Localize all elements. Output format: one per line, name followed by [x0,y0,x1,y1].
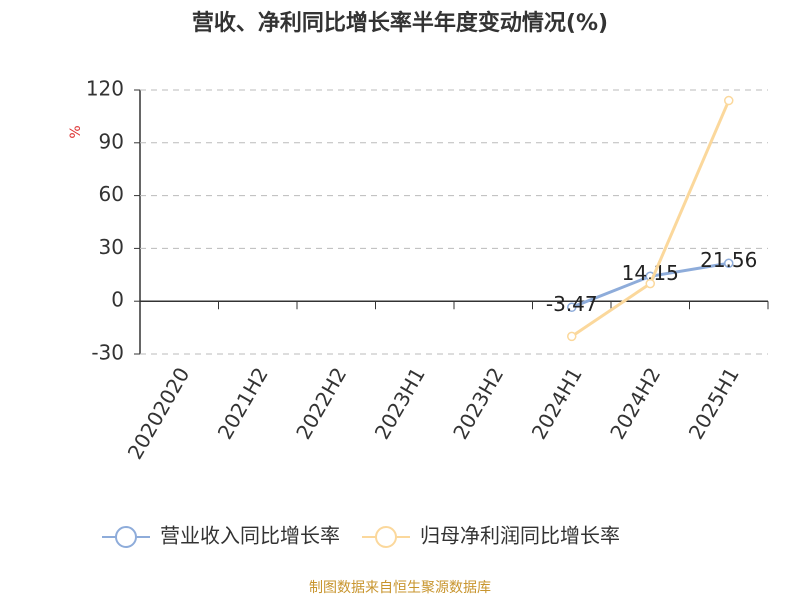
y-tick-label: -30 [91,341,124,365]
legend-label: 营业收入同比增长率 [160,524,340,548]
y-axis-label: % [68,125,84,138]
y-tick-label: 30 [99,235,124,259]
y-tick-label: 60 [99,182,124,206]
data-label: 21.56 [700,248,757,272]
chart-title: 营收、净利同比增长率半年度变动情况(%) [192,10,608,36]
y-tick-label: 90 [99,129,124,153]
x-tick-label: 2023H2 [448,363,508,443]
x-tick-label: 2022H2 [291,363,351,443]
x-tick-label: 2023H1 [370,363,430,443]
point [724,95,734,106]
y-tick-label: 0 [111,288,124,312]
point [567,302,577,313]
x-tick-label: 2021H2 [213,363,273,443]
point [645,278,655,289]
point [567,331,577,342]
data-label: -3.47 [546,292,598,316]
legend-label: 归母净利润同比增长率 [420,524,620,548]
x-tick-label: 20202020 [123,363,195,463]
x-tick-label: 2024H1 [527,363,587,443]
legend-marker [115,526,137,548]
x-tick-label: 2025H1 [684,363,744,443]
source-note: 制图数据来自恒生聚源数据库 [309,580,491,596]
x-tick-label: 2024H2 [605,363,665,443]
point [724,258,734,269]
legend-marker [375,526,397,548]
y-tick-label: 120 [86,77,124,101]
